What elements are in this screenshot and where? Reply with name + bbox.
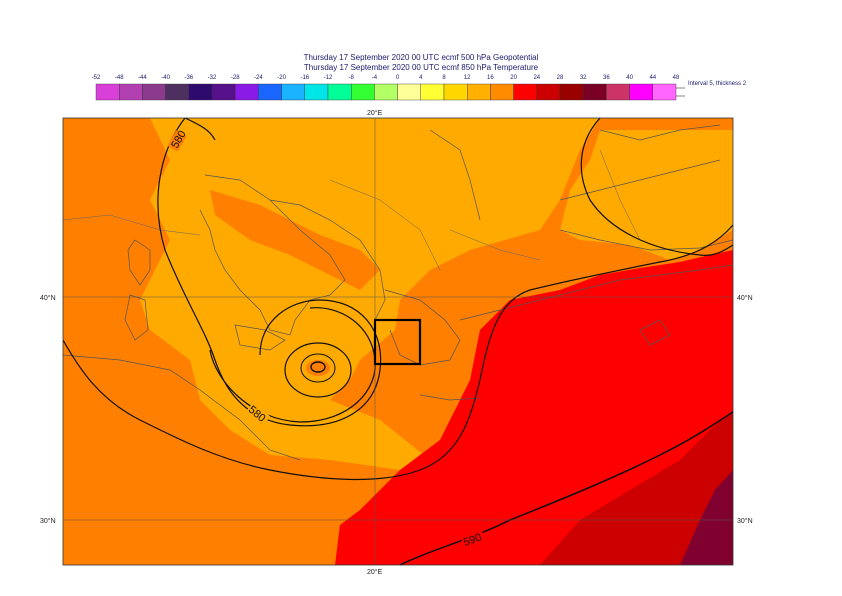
legend-tick-label: 4 <box>419 75 423 81</box>
legend-tick-label: -20 <box>277 75 286 81</box>
title-line-1: Thursday 17 September 2020 00 UTC ecmf 5… <box>303 53 539 62</box>
contour-580-low <box>209 307 376 423</box>
legend-tick-label: -28 <box>231 75 240 81</box>
contour-label-590: 590 <box>462 531 483 549</box>
legend-tick-label: 40 <box>626 75 633 81</box>
legend-tick-label: -12 <box>324 75 333 81</box>
contour-580-outer <box>157 118 382 427</box>
lat-label-40-left: 40°N <box>40 294 56 302</box>
legend-tick-label: -24 <box>254 75 263 81</box>
legend-tick-label: 20 <box>510 75 517 81</box>
legend-tick-label: -4 <box>372 75 378 81</box>
legend-tick-label: 32 <box>580 75 587 81</box>
lon-label-top: 20°E <box>367 109 383 117</box>
lat-label-40-right: 40°N <box>737 294 753 302</box>
legend-tick-label: -8 <box>349 75 355 81</box>
borders <box>63 149 641 271</box>
contour-580-left <box>63 224 733 481</box>
legend-tick-label: -48 <box>115 75 124 81</box>
legend-tick-label: 36 <box>603 75 610 81</box>
legend-tick-label: 44 <box>649 75 656 81</box>
legend-note: Interval 5, thickness 2 <box>688 81 747 87</box>
temperature-12-field-east <box>560 130 733 260</box>
legend-tick-label: 0 <box>396 75 400 81</box>
contour-south <box>184 118 216 141</box>
legend-tick-label: 16 <box>487 75 494 81</box>
legend-tick-label: -44 <box>138 75 147 81</box>
contour-590 <box>399 411 733 565</box>
temperature-24-field <box>540 410 733 565</box>
temperature-20-field <box>335 250 733 565</box>
legend-swatch <box>652 83 677 101</box>
map-fields: 580 580 590 <box>63 118 733 565</box>
legend-tick-label: 12 <box>464 75 471 81</box>
contour-low-ring-1 <box>284 342 352 398</box>
contour-588-east <box>580 118 733 256</box>
lon-label-bottom: 20°E <box>367 568 383 576</box>
legend-tick-label: 8 <box>442 75 446 81</box>
temperature-28-field <box>680 470 733 565</box>
legend-tick-label: -52 <box>92 75 101 81</box>
legend-tick-label: -36 <box>184 75 193 81</box>
contour-low-ring-2 <box>300 353 336 383</box>
temperature-16-band <box>210 190 380 290</box>
legend-tick-label: -32 <box>208 75 217 81</box>
legend-tick-label: 24 <box>533 75 540 81</box>
color-legend: -52 -48 -44 -40 -36 -32 -28 -24 -20 -16 -12 -8 -4 0 4 8… <box>92 75 747 101</box>
legend-tick-label: -16 <box>300 75 309 81</box>
highlight-box <box>373 318 422 366</box>
legend-tick-label: 28 <box>557 75 564 81</box>
map-frame <box>62 117 734 566</box>
lat-label-30-right: 30°N <box>737 517 753 525</box>
legend-tick-label: 48 <box>673 75 680 81</box>
legend-tick-label: -40 <box>161 75 170 81</box>
title-line-2: Thursday 17 September 2020 00 UTC ecmf 8… <box>303 63 539 72</box>
contour-low-ring-3 <box>310 361 326 373</box>
lat-label-30-left: 30°N <box>40 517 56 525</box>
geopotential-contours <box>63 118 733 565</box>
